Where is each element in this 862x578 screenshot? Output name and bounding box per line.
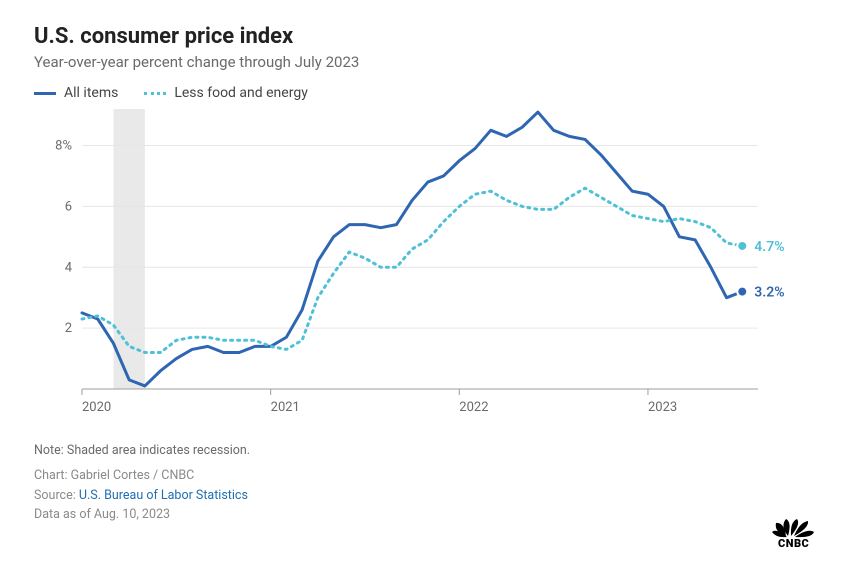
source-link[interactable]: U.S. Bureau of Labor Statistics <box>79 488 248 503</box>
legend-label: Less food and energy <box>174 85 308 101</box>
cnbc-logo: CNBC <box>766 518 828 552</box>
chart-card: U.S. consumer price index Year-over-year… <box>0 0 862 578</box>
x-tick-label: 2023 <box>648 400 677 415</box>
legend-label: All items <box>64 85 118 101</box>
chart-subtitle: Year-over-year percent change through Ju… <box>34 53 828 71</box>
x-tick-label: 2022 <box>459 400 488 415</box>
y-tick-label: 2 <box>65 321 72 336</box>
footer-note: Note: Shaded area indicates recession. <box>34 441 828 460</box>
end-dot-all_items <box>737 287 747 297</box>
line-chart: 2 4 6 8% 2020 2021 2022 2023 3.2% 4.7% <box>34 103 828 423</box>
legend: All items Less food and energy <box>34 85 828 101</box>
recession-band <box>113 109 144 389</box>
footer-asof-line: Data as of Aug. 10, 2023 <box>34 505 828 524</box>
end-label-core: 4.7% <box>754 239 784 255</box>
legend-item-all-items: All items <box>34 85 118 101</box>
end-dot-core <box>737 241 747 251</box>
legend-swatch-solid <box>34 92 56 95</box>
y-tick-label: 6 <box>65 199 72 214</box>
x-tick-label: 2020 <box>82 400 111 415</box>
chart-area: 2 4 6 8% 2020 2021 2022 2023 3.2% 4.7% <box>34 103 828 423</box>
chart-footer: Note: Shaded area indicates recession. C… <box>34 441 828 525</box>
footer-credit-line: Chart: Gabriel Cortes / CNBC <box>34 466 828 485</box>
x-tick-label: 2021 <box>271 400 300 415</box>
footer-source-line: Source: U.S. Bureau of Labor Statistics <box>34 486 828 505</box>
chart-title: U.S. consumer price index <box>34 24 828 49</box>
legend-item-core: Less food and energy <box>144 85 308 101</box>
y-tick-label: 4 <box>65 260 73 275</box>
end-label-all_items: 3.2% <box>754 285 784 301</box>
y-tick-label: 8% <box>55 139 72 154</box>
legend-swatch-dotted <box>144 92 166 95</box>
svg-text:CNBC: CNBC <box>778 537 809 548</box>
